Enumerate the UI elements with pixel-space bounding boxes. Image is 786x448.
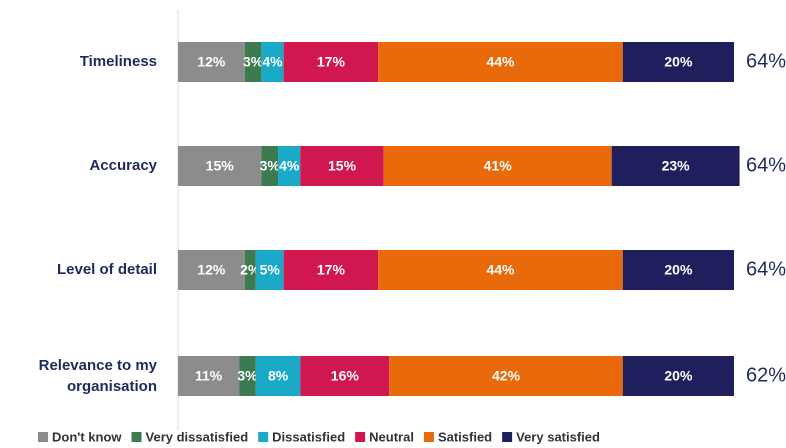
legend-label: Dissatisfied (272, 429, 345, 444)
bar-segment (255, 356, 301, 396)
bar-segment (244, 42, 262, 82)
legend-label: Very satisfied (516, 429, 600, 444)
total-label: 62% (746, 364, 786, 386)
data-label: 15% (206, 158, 235, 174)
legend-swatch (131, 432, 142, 442)
legend-swatch (502, 432, 513, 442)
bar-segment (261, 146, 279, 186)
legend-label: Neutral (369, 429, 414, 444)
legend-swatch (258, 432, 269, 442)
bar-segment (622, 356, 734, 396)
legend-label: Don't know (52, 429, 122, 444)
data-label: 2% (240, 262, 261, 278)
category-label: Accuracy (89, 157, 157, 174)
bar-segment (283, 42, 379, 82)
bar-segment (389, 356, 623, 396)
data-label: 5% (260, 262, 281, 278)
bar-segment (178, 250, 245, 290)
data-label: 44% (486, 262, 515, 278)
data-label: 20% (664, 54, 693, 70)
bar-segment (300, 146, 384, 186)
data-label: 12% (197, 54, 226, 70)
data-label: 4% (262, 54, 283, 70)
data-label: 17% (317, 262, 346, 278)
bar-segment (278, 146, 301, 186)
total-label: 64% (746, 258, 786, 280)
legend-swatch (423, 432, 434, 442)
bar-segment (283, 250, 379, 290)
bar-segment (378, 250, 623, 290)
bar-segment (622, 250, 734, 290)
bar-segment (178, 42, 245, 82)
data-label: 44% (486, 54, 515, 70)
data-label: 15% (328, 158, 357, 174)
bar-segment (244, 250, 256, 290)
bar-segment (261, 42, 284, 82)
legend-swatch (355, 432, 366, 442)
legend-label: Very dissatisfied (146, 429, 249, 444)
data-label: 16% (331, 368, 360, 384)
data-label: 17% (317, 54, 346, 70)
category-label: Level of detail (57, 261, 157, 278)
data-label: 20% (664, 368, 693, 384)
bar-segment (611, 146, 740, 186)
data-label: 3% (237, 368, 258, 384)
total-label: 64% (746, 154, 786, 176)
bar-segment (255, 250, 284, 290)
bar-segment (300, 356, 390, 396)
bar-segment (378, 42, 623, 82)
data-label: 4% (279, 158, 300, 174)
data-label: 41% (484, 158, 513, 174)
bar-segment (178, 356, 240, 396)
bar-segment (383, 146, 612, 186)
legend-label: Satisfied (438, 429, 492, 444)
legend-swatch (38, 432, 48, 442)
bar-segment (178, 146, 262, 186)
category-label: Timeliness (80, 53, 157, 70)
data-label: 3% (243, 54, 264, 70)
data-label: 42% (492, 368, 521, 384)
bar-segment (239, 356, 256, 396)
data-label: 12% (197, 262, 226, 278)
data-label: 8% (268, 368, 289, 384)
total-label: 64% (746, 50, 786, 72)
category-label: Relevance to my organisation (39, 357, 158, 395)
bar-segment (622, 42, 734, 82)
data-label: 3% (260, 158, 281, 174)
data-label: 23% (662, 158, 691, 174)
data-label: 20% (664, 262, 693, 278)
data-label: 11% (195, 368, 223, 384)
